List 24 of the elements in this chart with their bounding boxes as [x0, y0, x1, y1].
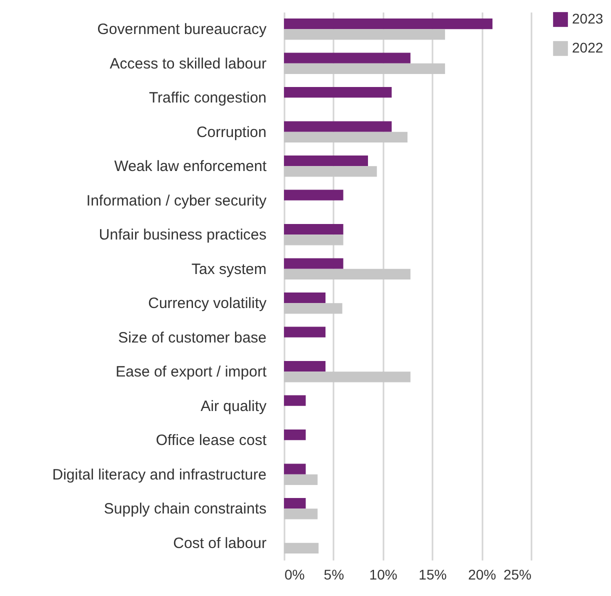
x-tick-label: 25%	[503, 566, 532, 582]
y-tick-label: Supply chain constraints	[104, 500, 266, 518]
y-tick-label: Currency volatility	[148, 295, 267, 312]
legend-label: 2023	[572, 10, 604, 26]
y-tick-label: Air quality	[200, 398, 267, 415]
y-tick-label: Digital literacy and infrastructure	[52, 466, 266, 484]
x-tick-label: 20%	[468, 566, 496, 582]
y-tick-label: Access to skilled labour	[110, 55, 266, 72]
x-tick-label: 0%	[284, 566, 305, 582]
x-tick-label: 5%	[324, 566, 344, 582]
y-tick-label: Tax system	[191, 260, 266, 278]
y-tick-label: Ease of export / import	[116, 364, 268, 381]
legend-label: 2022	[572, 40, 604, 56]
y-tick-label: Cost of labour	[173, 534, 266, 552]
y-tick-label: Traffic congestion	[148, 90, 266, 107]
y-tick-label: Unfair business practices	[98, 226, 266, 244]
y-tick-label: Office lease cost	[156, 432, 268, 450]
y-tick-label: Weak law enforcement	[114, 158, 268, 176]
x-tick-label: 15%	[418, 566, 447, 582]
y-tick-label: Government bureaucracy	[97, 21, 267, 38]
y-tick-label: Size of customer base	[118, 329, 266, 346]
x-tick-label: 10%	[369, 566, 398, 582]
y-tick-label: Corruption	[196, 124, 266, 141]
y-tick-label: Information / cyber security	[86, 192, 267, 210]
